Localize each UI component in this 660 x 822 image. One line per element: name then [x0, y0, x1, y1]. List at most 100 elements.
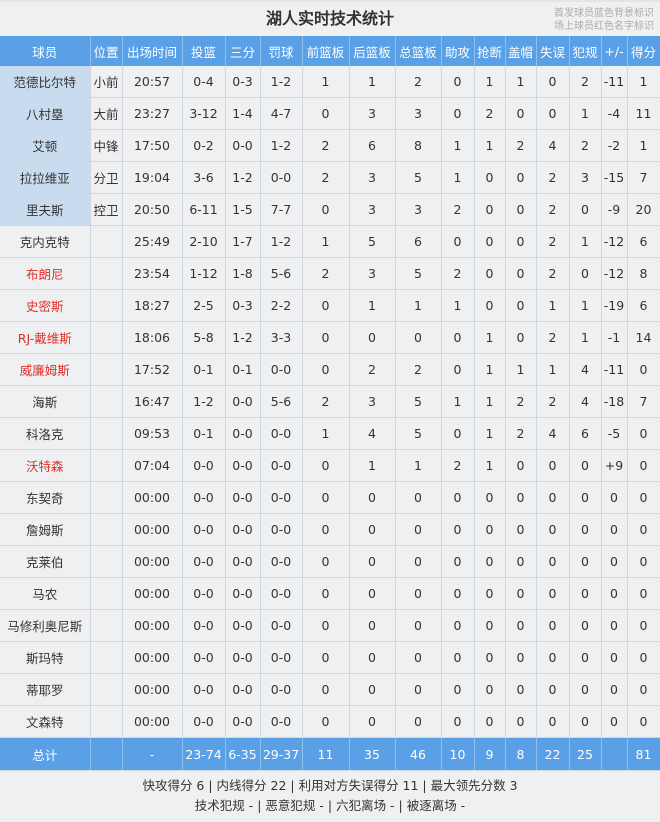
stat-cell: 0-0: [225, 705, 261, 738]
stat-cell: 0: [302, 321, 350, 354]
stat-cell: 0: [627, 417, 660, 450]
stat-cell: 0: [302, 97, 350, 130]
stat-cell: 0: [627, 577, 660, 610]
stat-cell: -15: [601, 161, 628, 194]
stat-cell: 2: [474, 97, 506, 130]
total-cell: 10: [441, 737, 475, 771]
player-name: 斯玛特: [0, 641, 91, 674]
stat-cell: 0-0: [225, 481, 261, 514]
stat-cell: [90, 257, 123, 290]
column-header: 投篮: [182, 36, 226, 66]
header-row: 球员 位置 出场时间 投篮 三分 罚球 前篮板 后篮板 总篮板 助攻 抢断 盖帽 失误 犯规 +/- 得分: [0, 36, 660, 66]
stat-cell: 0-0: [182, 513, 226, 546]
player-row: 马农 00:00 0-0 0-0 0-0 0 0 0 0 0 0 0 0 0 0: [0, 577, 660, 610]
stat-cell: [90, 705, 123, 738]
stat-cell: 2-2: [260, 289, 303, 322]
stat-cell: 0: [627, 641, 660, 674]
stat-cell: 0: [505, 705, 537, 738]
stat-cell: 2: [536, 257, 570, 290]
player-row: 蒂耶罗 00:00 0-0 0-0 0-0 0 0 0 0 0 0 0 0 0 0: [0, 673, 660, 706]
total-cell: -: [122, 737, 183, 771]
stat-cell: 1-2: [225, 321, 261, 354]
stat-cell: 6: [569, 417, 602, 450]
stat-cell: 0: [441, 609, 475, 642]
stat-cell: 1: [627, 129, 660, 162]
stat-cell: 0: [601, 641, 628, 674]
player-name: 克内克特: [0, 225, 91, 258]
stat-cell: 0: [441, 545, 475, 578]
stat-cell: 0: [302, 609, 350, 642]
stat-cell: 1-2: [260, 129, 303, 162]
stat-cell: 0: [601, 673, 628, 706]
stat-cell: 3: [349, 193, 396, 226]
player-name: 马农: [0, 577, 91, 610]
stat-cell: -18: [601, 385, 628, 418]
stat-cell: 4: [569, 353, 602, 386]
stat-cell: 20:57: [122, 66, 183, 98]
stat-cell: 0-0: [260, 641, 303, 674]
stat-cell: 0: [302, 193, 350, 226]
stat-cell: 0: [302, 705, 350, 738]
stat-cell: 0: [474, 161, 506, 194]
stat-cell: 0: [569, 577, 602, 610]
stat-cell: 2: [505, 385, 537, 418]
stat-cell: 0: [441, 417, 475, 450]
stat-cell: 1-2: [260, 66, 303, 98]
title-bar: 湖人实时技术统计 首发球员蓝色背景标识 场上球员红色名字标识: [0, 0, 660, 36]
column-header: 出场时间: [122, 36, 183, 66]
stat-cell: [90, 481, 123, 514]
stat-cell: 0: [474, 257, 506, 290]
stat-cell: 5: [395, 417, 442, 450]
stat-cell: 0: [627, 513, 660, 546]
stat-cell: 1: [474, 321, 506, 354]
stat-cell: 0: [536, 449, 570, 482]
stat-cell: 0: [505, 513, 537, 546]
stat-cell: 3: [349, 257, 396, 290]
stat-cell: -5: [601, 417, 628, 450]
stat-cell: 4: [536, 417, 570, 450]
stat-cell: [90, 641, 123, 674]
stat-cell: 8: [627, 257, 660, 290]
stat-cell: 0: [627, 673, 660, 706]
column-header: 位置: [90, 36, 123, 66]
player-name: 史密斯: [0, 289, 91, 322]
stat-cell: 00:00: [122, 545, 183, 578]
player-name: 海斯: [0, 385, 91, 418]
stat-cell: 0: [302, 449, 350, 482]
stat-cell: 7-7: [260, 193, 303, 226]
stat-cell: 2-5: [182, 289, 226, 322]
column-header: 后篮板: [349, 36, 396, 66]
player-row: 詹姆斯 00:00 0-0 0-0 0-0 0 0 0 0 0 0 0 0 0 0: [0, 513, 660, 546]
stat-cell: 1: [441, 385, 475, 418]
stat-cell: 0-0: [260, 161, 303, 194]
stat-cell: 0-0: [260, 705, 303, 738]
stat-cell: 0: [601, 609, 628, 642]
stat-cell: 0: [627, 449, 660, 482]
stat-cell: -12: [601, 257, 628, 290]
stat-cell: 0: [395, 673, 442, 706]
stat-cell: 1: [474, 385, 506, 418]
stat-cell: 0: [302, 577, 350, 610]
stat-cell: 3-12: [182, 97, 226, 130]
stat-cell: [90, 321, 123, 354]
stat-cell: 0: [349, 321, 396, 354]
stat-cell: 0: [536, 545, 570, 578]
stat-cell: 0: [441, 577, 475, 610]
stat-cell: 0: [505, 161, 537, 194]
stat-cell: 0: [627, 609, 660, 642]
total-cell: 46: [395, 737, 442, 771]
stat-cell: 0-0: [225, 641, 261, 674]
stat-cell: 2: [302, 129, 350, 162]
stat-cell: 0-0: [260, 577, 303, 610]
stat-cell: 0-0: [225, 385, 261, 418]
stat-cell: 0-1: [225, 353, 261, 386]
player-row: 史密斯 18:27 2-5 0-3 2-2 0 1 1 1 0 0 1 1 -19 6: [0, 289, 660, 322]
stat-cell: 0: [474, 481, 506, 514]
player-name: 克莱伯: [0, 545, 91, 578]
stat-cell: 0: [569, 641, 602, 674]
stat-cell: 3: [395, 97, 442, 130]
stat-cell: 1: [302, 66, 350, 98]
stat-cell: 7: [627, 385, 660, 418]
player-name: 文森特: [0, 705, 91, 738]
stat-cell: 0: [349, 673, 396, 706]
